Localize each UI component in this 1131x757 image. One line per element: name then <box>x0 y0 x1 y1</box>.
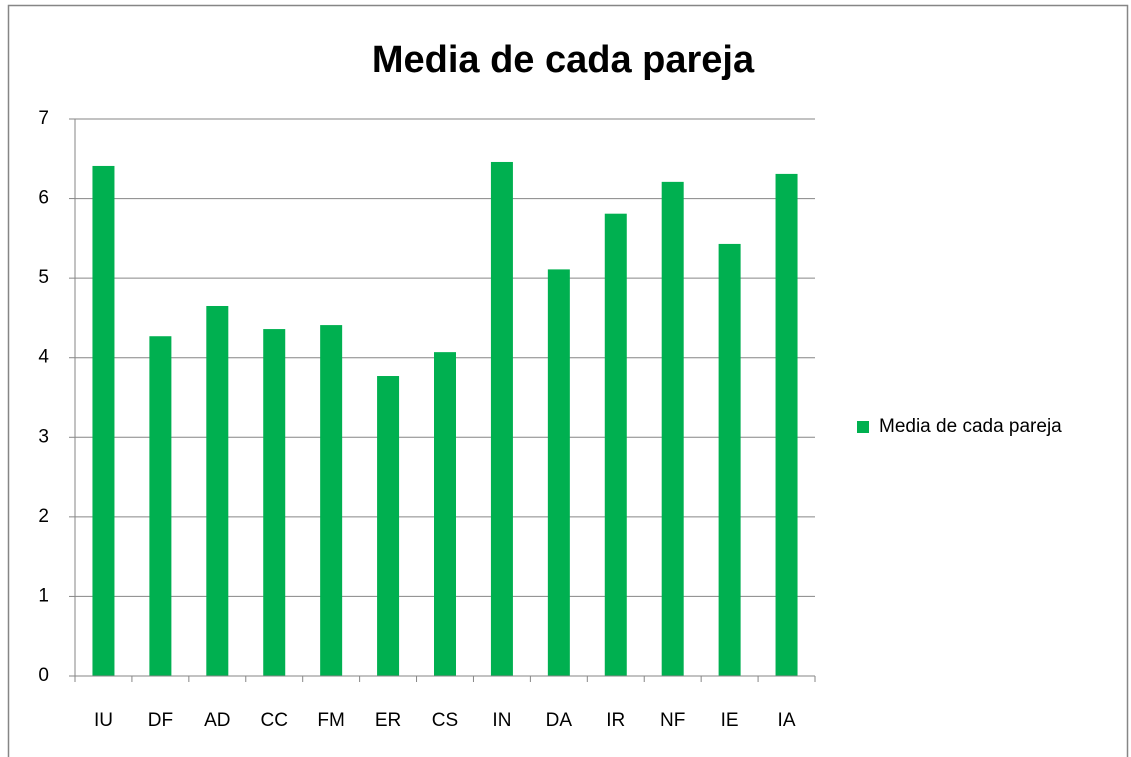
x-tick-label: IN <box>492 710 511 731</box>
y-tick-label: 4 <box>38 347 49 368</box>
bar <box>92 165 115 676</box>
bar <box>320 325 343 676</box>
x-tick-label: ER <box>375 710 401 731</box>
bar <box>434 352 456 676</box>
x-tick-label: AD <box>204 710 230 731</box>
x-tick-label: NF <box>660 710 685 731</box>
y-tick-label: 5 <box>38 267 49 288</box>
y-tick-label: 3 <box>38 426 49 447</box>
x-tick-label: DA <box>546 710 573 731</box>
legend-swatch <box>857 421 869 433</box>
bar <box>206 305 229 676</box>
bar <box>377 376 400 676</box>
y-tick-label: 0 <box>38 665 49 686</box>
y-tick-label: 7 <box>38 108 49 129</box>
bar <box>775 173 798 676</box>
x-tick-label: IE <box>721 710 739 731</box>
x-tick-label: CC <box>261 710 288 731</box>
bar <box>661 181 684 676</box>
y-tick-label: 6 <box>38 188 49 209</box>
bar <box>263 329 286 676</box>
y-tick-label: 2 <box>38 506 49 527</box>
bar <box>149 336 172 676</box>
x-tick-label: FM <box>317 710 344 731</box>
bar <box>490 161 513 676</box>
x-tick-label: DF <box>148 710 173 731</box>
x-tick-label: CS <box>432 710 458 731</box>
legend-label: Media de cada pareja <box>879 416 1062 437</box>
bar <box>604 213 627 676</box>
x-tick-label: IR <box>606 710 625 731</box>
bar <box>718 243 741 677</box>
x-tick-label: IU <box>94 710 113 731</box>
x-tick-label: IA <box>778 710 796 731</box>
y-tick-label: 1 <box>38 585 49 606</box>
bar <box>547 269 570 676</box>
chart-title: Media de cada pareja <box>372 39 755 81</box>
